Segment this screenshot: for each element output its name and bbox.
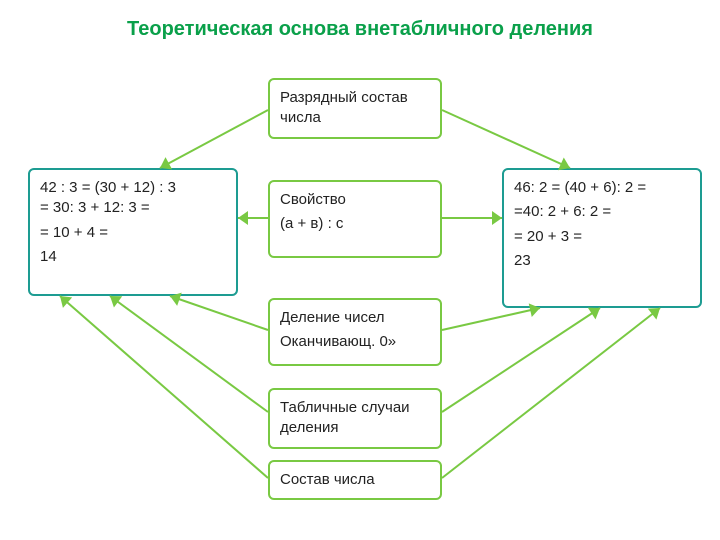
text-line: = 10 + 4 =: [40, 223, 226, 243]
box-composition: Состав числа: [268, 460, 442, 500]
text-line: 46: 2 = (40 + 6): 2 =: [514, 178, 690, 198]
text-line: = 20 + 3 =: [514, 227, 690, 247]
text-line: 23: [514, 251, 690, 271]
text-line: 14: [40, 247, 226, 267]
text-line: Состав числа: [280, 470, 430, 490]
text-line: = 30: 3 + 12: 3 =: [40, 198, 226, 218]
page-title: Теоретическая основа внетабличного делен…: [0, 18, 720, 41]
text-line: Оканчивающ. 0»: [280, 332, 430, 352]
text-line: Табличные случаи: [280, 398, 430, 418]
text-line: деления: [280, 418, 430, 438]
box-razryad: Разрядный составчисла: [268, 78, 442, 139]
text-line: (а + в) : с: [280, 214, 430, 234]
box-division-zero: Деление чисел Оканчивающ. 0»: [268, 298, 442, 366]
box-example-46: 46: 2 = (40 + 6): 2 = =40: 2 + 6: 2 = = …: [502, 168, 702, 308]
text-line: числа: [280, 108, 430, 128]
text-line: Разрядный состав: [280, 88, 430, 108]
text-line: Свойство: [280, 190, 430, 210]
text-line: =40: 2 + 6: 2 =: [514, 202, 690, 222]
text-line: Деление чисел: [280, 308, 430, 328]
box-example-42: 42 : 3 = (30 + 12) : 3= 30: 3 + 12: 3 = …: [28, 168, 238, 296]
text-line: 42 : 3 = (30 + 12) : 3: [40, 178, 226, 198]
box-property: Свойство (а + в) : с: [268, 180, 442, 258]
box-table-cases: Табличные случаиделения: [268, 388, 442, 449]
